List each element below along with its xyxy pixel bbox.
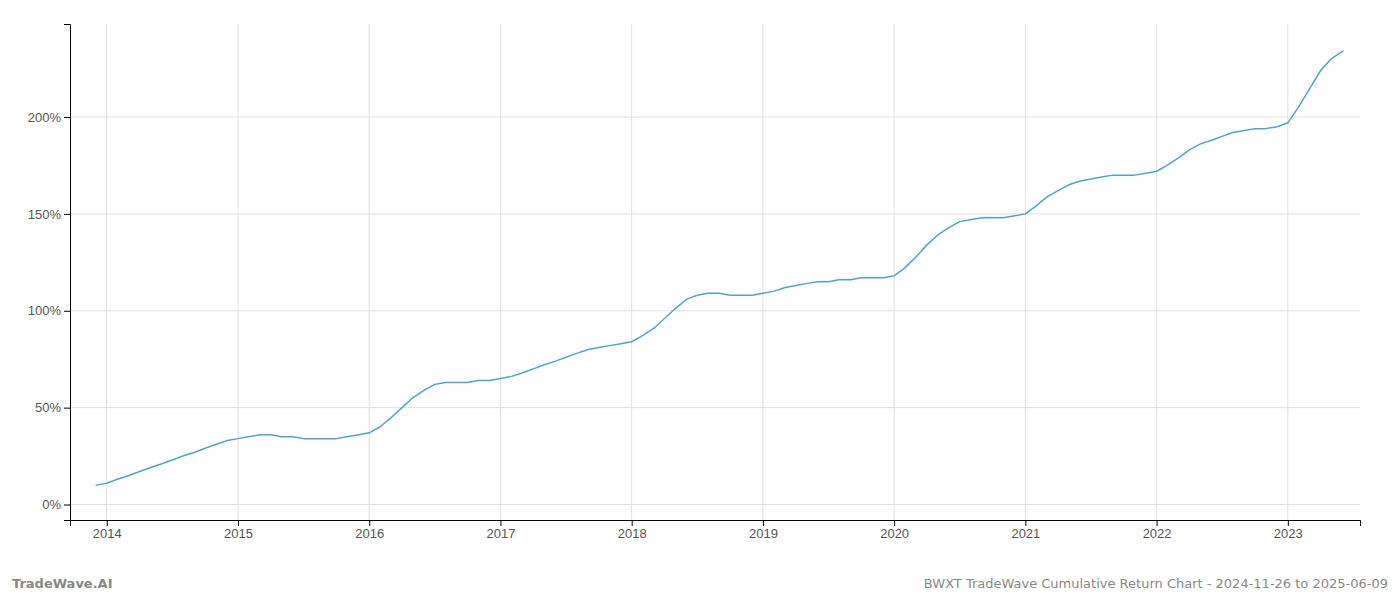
tick: 2014 — [93, 520, 122, 541]
tick-mark — [64, 117, 70, 118]
chart: 2014 2015 2016 2017 2018 2019 2020 2021 2022 2023… — [0, 0, 1400, 600]
tick-label: 2014 — [93, 526, 122, 541]
grid-line — [106, 24, 107, 520]
tick-label: 100% — [28, 303, 62, 318]
tick-label: 2015 — [224, 526, 253, 541]
tick-mark — [238, 520, 239, 526]
plot: 2014 2015 2016 2017 2018 2019 2020 2021 2022 2023… — [28, 24, 1361, 541]
y-axis: 0% 50% 100% 150% 200% — [28, 25, 71, 521]
marks — [96, 51, 1343, 485]
line — [96, 51, 1343, 485]
tick: 2023 — [1274, 520, 1303, 541]
grid-line — [70, 213, 1360, 214]
grid-line — [70, 407, 1360, 408]
tick-label: 150% — [28, 207, 62, 222]
grid-line — [894, 24, 895, 520]
tick-label: 2017 — [486, 526, 515, 541]
tick-label: 2020 — [880, 526, 909, 541]
tick: 2021 — [1011, 520, 1040, 541]
tick-label: 2021 — [1011, 526, 1040, 541]
tick-label: 2022 — [1143, 526, 1172, 541]
axis-line — [64, 25, 71, 521]
tick: 200% — [28, 110, 70, 125]
tick-mark — [64, 408, 70, 409]
grid — [70, 24, 1360, 520]
tick-label: 200% — [28, 110, 62, 125]
grid-line — [70, 117, 1360, 118]
grid-line — [237, 24, 238, 520]
tick-mark — [107, 520, 108, 526]
tick: 0% — [42, 497, 70, 512]
grid-line — [70, 504, 1360, 505]
tick: 2017 — [486, 520, 515, 541]
tick-mark — [64, 311, 70, 312]
grid-line — [762, 24, 763, 520]
tick-mark — [500, 520, 501, 526]
tick-mark — [1025, 520, 1026, 526]
grid-line — [1025, 24, 1026, 520]
tick-label: 2023 — [1274, 526, 1303, 541]
tick: 2020 — [880, 520, 909, 541]
tick: 2018 — [618, 520, 647, 541]
grid-line — [1156, 24, 1157, 520]
tick: 2016 — [355, 520, 384, 541]
tick-label: 2018 — [618, 526, 647, 541]
grid-line — [369, 24, 370, 520]
tick-mark — [894, 520, 895, 526]
tick: 150% — [28, 207, 70, 222]
axis-line — [71, 521, 1361, 527]
tick-mark — [64, 214, 70, 215]
tick-label: 50% — [35, 400, 61, 415]
tick: 2015 — [224, 520, 253, 541]
tick-label: 0% — [42, 497, 61, 512]
tick-mark — [1288, 520, 1289, 526]
tick-label: 2016 — [355, 526, 384, 541]
x-axis: 2014 2015 2016 2017 2018 2019 2020 2021 2022 2023 — [71, 520, 1361, 541]
tick-mark — [369, 520, 370, 526]
tick: 2019 — [749, 520, 778, 541]
grid-line — [1287, 24, 1288, 520]
tick: 100% — [28, 303, 70, 318]
watermark: TradeWave.AI — [12, 576, 113, 591]
title: BWXT TradeWave Cumulative Return Chart -… — [924, 576, 1388, 591]
grid-line — [500, 24, 501, 520]
tick: 2022 — [1143, 520, 1172, 541]
tick-label: 2019 — [749, 526, 778, 541]
grid-line — [631, 24, 632, 520]
tick-mark — [1157, 520, 1158, 526]
tick-mark — [632, 520, 633, 526]
tick-mark — [64, 505, 70, 506]
tick: 50% — [35, 400, 70, 415]
grid-line — [70, 310, 1360, 311]
tick-mark — [763, 520, 764, 526]
